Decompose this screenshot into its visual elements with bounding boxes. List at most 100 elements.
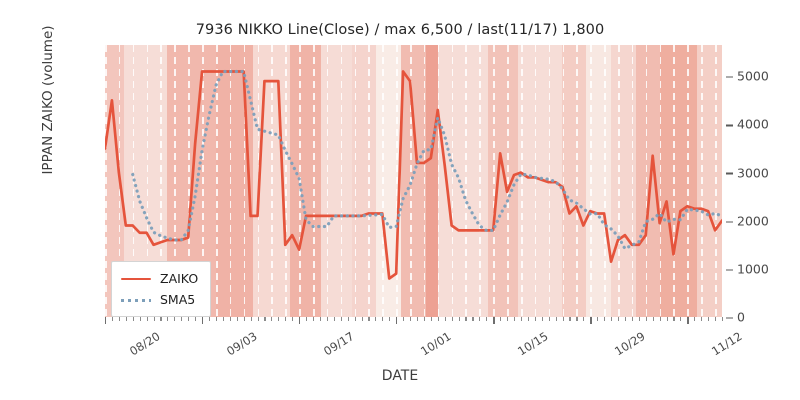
x-tick-minor: [416, 317, 419, 321]
x-tick-major: [590, 317, 592, 324]
x-tick-minor: [146, 317, 148, 321]
grid-line: [604, 45, 606, 317]
grid-line: [534, 45, 537, 317]
x-tick-minor: [111, 317, 114, 321]
grid-line: [382, 45, 384, 317]
x-tick-minor: [410, 317, 412, 321]
x-tick-minor: [583, 317, 585, 321]
x-tick-minor: [500, 317, 502, 321]
grid-line: [188, 45, 190, 317]
x-tick-minor: [444, 317, 446, 321]
background-band: [401, 45, 426, 317]
x-tick-minor: [333, 317, 335, 321]
background-band: [425, 45, 439, 317]
y-tick-label: 4000: [726, 117, 769, 132]
grid-line: [299, 45, 301, 317]
x-tick-minor: [340, 317, 342, 321]
legend-label: ZAIKO: [160, 271, 199, 286]
x-tick-minor: [368, 317, 370, 321]
grid-line: [368, 45, 371, 317]
x-tick-minor: [181, 317, 183, 321]
grid-line: [271, 45, 273, 317]
x-tick-minor: [701, 317, 703, 321]
x-tick-label: 09/03: [224, 329, 260, 359]
x-tick-minor: [458, 317, 460, 321]
x-tick-minor: [319, 317, 321, 321]
series-line-zaiko: [105, 70, 722, 280]
x-tick-minor: [486, 317, 488, 321]
x-tick-major: [687, 317, 689, 324]
y-tick-label: 2000: [726, 213, 769, 228]
plot-area: [105, 45, 722, 317]
grid-line: [229, 45, 232, 317]
background-band: [216, 45, 254, 317]
x-tick-minor: [347, 317, 349, 321]
x-tick-minor: [174, 317, 176, 321]
x-tick-minor: [534, 317, 536, 321]
x-tick-minor: [188, 317, 190, 321]
x-tick-minor: [285, 317, 287, 321]
x-tick-minor: [132, 317, 134, 321]
x-tick-minor: [680, 317, 682, 321]
grid-line: [576, 45, 578, 317]
grid-line: [215, 45, 218, 317]
x-tick-label: 08/20: [127, 329, 163, 359]
x-tick-minor: [195, 317, 197, 321]
x-tick-minor: [548, 317, 550, 321]
x-tick-minor: [715, 317, 717, 321]
background-band: [320, 45, 352, 317]
x-tick-minor: [465, 317, 467, 321]
x-tick-minor: [673, 317, 675, 321]
x-tick-minor: [507, 317, 509, 321]
x-tick-minor: [597, 317, 599, 321]
x-tick-minor: [250, 317, 252, 321]
legend-swatch-zaiko: [121, 273, 151, 285]
x-tick-minor: [389, 317, 391, 321]
grid-line: [618, 45, 620, 317]
x-tick-minor: [576, 317, 578, 321]
x-tick-label: 09/17: [321, 329, 357, 359]
x-tick-minor: [382, 317, 384, 321]
grid-line: [326, 45, 329, 317]
x-tick-label: 10/01: [418, 329, 454, 359]
x-tick-minor: [472, 317, 474, 321]
x-tick-minor: [271, 317, 273, 321]
x-tick-minor: [555, 317, 557, 321]
x-tick-minor: [354, 317, 356, 321]
x-tick-minor: [604, 317, 606, 321]
legend-label: SMA5: [160, 292, 196, 307]
x-tick-minor: [437, 317, 439, 321]
legend-swatch-sma5: [121, 294, 151, 306]
x-tick-minor: [708, 317, 710, 321]
x-tick-minor: [423, 317, 425, 321]
x-tick-major: [493, 317, 495, 324]
x-tick-minor: [541, 317, 543, 321]
x-tick-minor: [479, 317, 481, 321]
x-tick-minor: [153, 317, 155, 321]
x-tick-minor: [611, 317, 613, 321]
background-band: [561, 45, 587, 317]
grid-line: [562, 45, 565, 317]
x-tick-minor: [659, 317, 661, 321]
x-tick-minor: [451, 317, 453, 321]
grid-line: [285, 45, 287, 317]
legend-item: SMA5: [121, 289, 198, 310]
grid-line: [507, 45, 509, 317]
x-tick-minor: [638, 317, 640, 321]
chart-legend: ZAIKO SMA5: [111, 261, 212, 317]
x-tick-minor: [514, 317, 516, 321]
x-tick-minor: [375, 317, 377, 321]
x-tick-minor: [125, 317, 127, 321]
grid-line: [202, 45, 204, 317]
x-tick-minor: [430, 317, 432, 321]
x-tick-major: [396, 317, 398, 324]
grid-line: [423, 45, 426, 317]
x-tick-minor: [618, 317, 620, 321]
background-band: [660, 45, 698, 317]
x-tick-minor: [264, 317, 266, 321]
y-tick-label: 0: [726, 310, 745, 325]
x-tick-major: [105, 317, 107, 324]
x-tick-label: 10/29: [612, 329, 648, 359]
x-tick-minor: [666, 317, 668, 321]
